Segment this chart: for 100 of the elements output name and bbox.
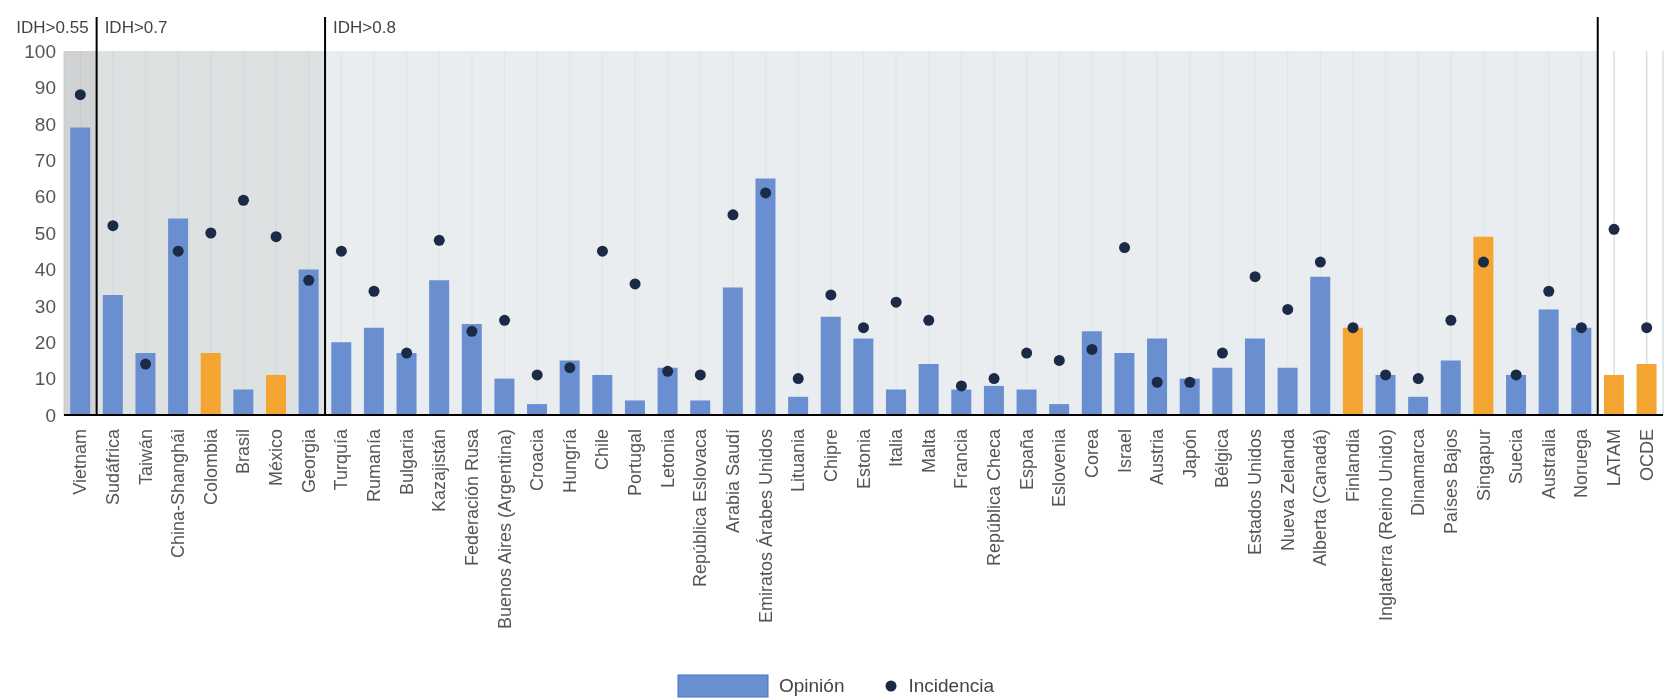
point [1478, 256, 1490, 268]
point [760, 187, 772, 199]
x-tick-label: Bulgaria [396, 428, 417, 496]
band-label: IDH>0.8 [333, 18, 396, 37]
point [466, 325, 478, 337]
bar [1636, 364, 1657, 415]
point [433, 234, 445, 246]
bar [1473, 236, 1494, 415]
x-tick-label: LATAM [1604, 429, 1625, 487]
y-tick-label: 50 [34, 222, 56, 244]
point [955, 380, 967, 392]
point [237, 194, 249, 206]
bar [1538, 309, 1559, 415]
point [1412, 373, 1424, 385]
point [368, 285, 380, 297]
point [401, 347, 413, 359]
bar [331, 342, 352, 415]
x-tick-label: República Checa [984, 428, 1005, 567]
point [1086, 343, 1098, 355]
y-tick-label: 70 [34, 149, 56, 171]
bar [363, 327, 384, 415]
bar [951, 389, 972, 415]
x-tick-label: Malta [918, 428, 939, 474]
bar [1244, 338, 1265, 415]
point [1119, 242, 1131, 254]
point [890, 296, 902, 308]
bar [624, 400, 645, 415]
x-tick-label: Kazajistán [429, 429, 450, 513]
point [1021, 347, 1033, 359]
bar [102, 294, 123, 415]
y-tick-label: 100 [24, 40, 56, 62]
bar [788, 396, 809, 415]
bar [592, 374, 613, 415]
bar [1603, 374, 1624, 415]
x-tick-label: Estonia [853, 428, 874, 490]
bar [1408, 396, 1429, 415]
point [629, 278, 641, 290]
point [1380, 369, 1392, 381]
point [303, 274, 315, 286]
y-tick-label: 40 [34, 259, 56, 281]
x-tick-label: Alberta (Canadá) [1310, 429, 1331, 567]
x-tick-label: Corea [1081, 428, 1102, 479]
point [1151, 376, 1163, 388]
bar [1277, 367, 1298, 415]
x-tick-label: Dinamarca [1408, 428, 1429, 517]
point [335, 245, 347, 257]
x-tick-label: Australia [1538, 428, 1559, 500]
x-tick-label: Japón [1179, 429, 1200, 479]
bar [168, 218, 189, 415]
x-tick-label: Federación Rusa [461, 428, 482, 567]
bar [527, 404, 548, 415]
x-tick-label: Francia [951, 428, 972, 490]
bar [494, 378, 515, 415]
x-tick-label: Chile [592, 429, 613, 471]
bar [853, 338, 874, 415]
x-tick-label: Letonia [657, 428, 678, 489]
x-tick-label: Emiratos Árabes Unidos [755, 429, 776, 624]
band-label: IDH>0.55 [16, 18, 89, 37]
x-tick-label: Austria [1147, 428, 1168, 486]
x-tick-label: México [266, 429, 287, 487]
point [858, 322, 869, 334]
x-tick-label: Brasil [233, 429, 254, 475]
point [662, 365, 674, 377]
point [1282, 303, 1294, 315]
bar [1342, 327, 1363, 415]
x-tick-label: Nueva Zelanda [1277, 428, 1298, 552]
bar [1310, 276, 1331, 415]
point [1641, 322, 1653, 334]
bar [755, 178, 776, 415]
x-tick-label: España [1016, 428, 1037, 491]
x-tick-label: China-Shanghái [168, 429, 189, 559]
bar [1375, 374, 1396, 415]
point [1249, 271, 1261, 283]
bar [1049, 404, 1070, 415]
bar [429, 280, 450, 415]
x-tick-label: Buenos Aires (Argentina) [494, 429, 515, 630]
bar [1571, 327, 1592, 415]
point [531, 369, 543, 381]
bar [135, 353, 156, 415]
x-tick-label: Eslovenia [1049, 428, 1070, 508]
bar [1440, 360, 1461, 415]
point [1347, 322, 1359, 334]
bar [266, 374, 286, 415]
y-tick-label: 10 [34, 368, 56, 390]
x-tick-label: Singapur [1473, 429, 1494, 502]
x-tick-label: OCDE [1636, 429, 1657, 482]
bar [1016, 389, 1037, 415]
x-tick-label: Arabia Saudí [722, 429, 743, 534]
bar [1147, 338, 1168, 415]
x-tick-label: Chipre [820, 429, 841, 483]
point [1445, 314, 1457, 326]
bar [722, 287, 743, 415]
y-tick-label: 60 [34, 186, 56, 208]
point [1053, 354, 1065, 366]
point [825, 289, 837, 301]
point [988, 373, 1000, 385]
point [172, 245, 184, 257]
x-tick-label: Rumanía [364, 428, 385, 503]
x-tick-label: República Eslovaca [690, 428, 711, 588]
bar [298, 269, 319, 415]
